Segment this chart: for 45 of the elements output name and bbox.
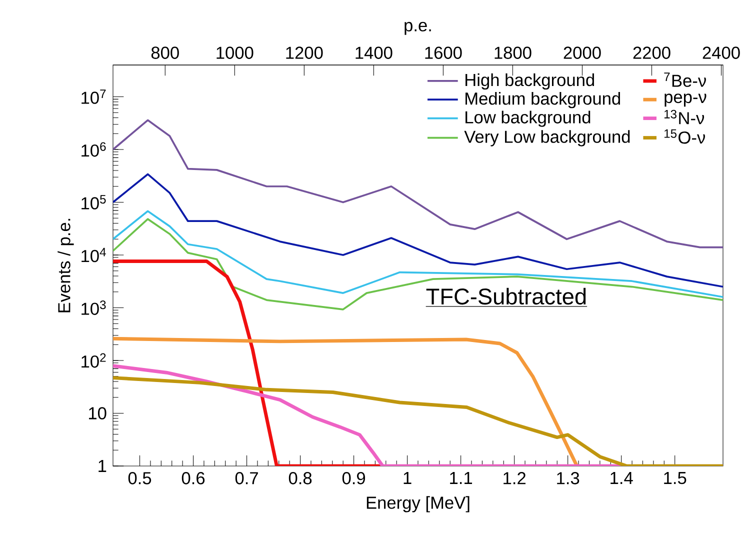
- x-tick-label: 1.4: [610, 472, 633, 484]
- x2-tick-label: 1200: [286, 46, 323, 59]
- x2-tick-label: 1400: [356, 46, 392, 59]
- legend-label: Very Low background: [464, 130, 630, 146]
- line-series: [113, 336, 579, 466]
- x2-tick-label: 800: [151, 46, 179, 59]
- x-tick-label: 1.2: [504, 472, 526, 484]
- y-tick-label: 10$^{2}$: [82, 353, 106, 368]
- x-tick-label: 0.5: [128, 472, 152, 484]
- x-tick-label: 1: [404, 472, 412, 484]
- x-tick-label: 1.5: [664, 472, 686, 484]
- legend-label: Medium background: [466, 92, 620, 108]
- legend-label: $^{15}$O-ν: [664, 129, 705, 144]
- y-tick-label: 10$^{6}$: [82, 142, 106, 157]
- y-tick-label: 10: [88, 407, 106, 420]
- x2-tick-label: 1600: [425, 46, 462, 59]
- y-tick-label: 10$^{3}$: [82, 300, 106, 315]
- x2-axis-title: p.e.: [404, 22, 431, 35]
- x2-tick-label: 2000: [564, 46, 601, 59]
- x2-tick-label: 2400: [702, 46, 740, 59]
- x-tick-label: 0.7: [235, 472, 258, 484]
- legend-label: Low background: [466, 110, 590, 127]
- x2-tick-label: 2200: [633, 46, 670, 59]
- x-tick-label: 0.8: [288, 472, 312, 484]
- y-tick-label: 10$^{7}$: [82, 90, 106, 104]
- y-axis-title: Events / p.e.: [58, 218, 74, 312]
- annotation: TFC-Subtracted: [426, 288, 586, 305]
- y-tick-label: 1: [98, 460, 106, 472]
- x-tick-label: 1.3: [557, 472, 580, 484]
- legend-label: pep-ν: [664, 94, 706, 107]
- x-tick-label: 1.1: [450, 472, 472, 484]
- y-tick-label: 10$^{4}$: [82, 248, 106, 262]
- legend-label: $^{7}$Be-ν: [664, 72, 706, 87]
- legend-label: $^{13}$N-ν: [664, 110, 704, 124]
- y-tick-label: 10$^{5}$: [82, 195, 106, 210]
- x-tick-label: 0.9: [342, 472, 366, 484]
- line-series: [113, 218, 724, 310]
- x-tick-label: 0.6: [182, 472, 205, 484]
- x-axis-title: Energy [MeV]: [366, 496, 470, 512]
- x2-tick-label: 1000: [216, 46, 254, 59]
- line-series: [113, 364, 624, 466]
- line-series: [113, 376, 724, 466]
- legend-label: High background: [466, 73, 594, 90]
- x2-tick-label: 1800: [494, 46, 532, 59]
- line-series: [113, 173, 724, 288]
